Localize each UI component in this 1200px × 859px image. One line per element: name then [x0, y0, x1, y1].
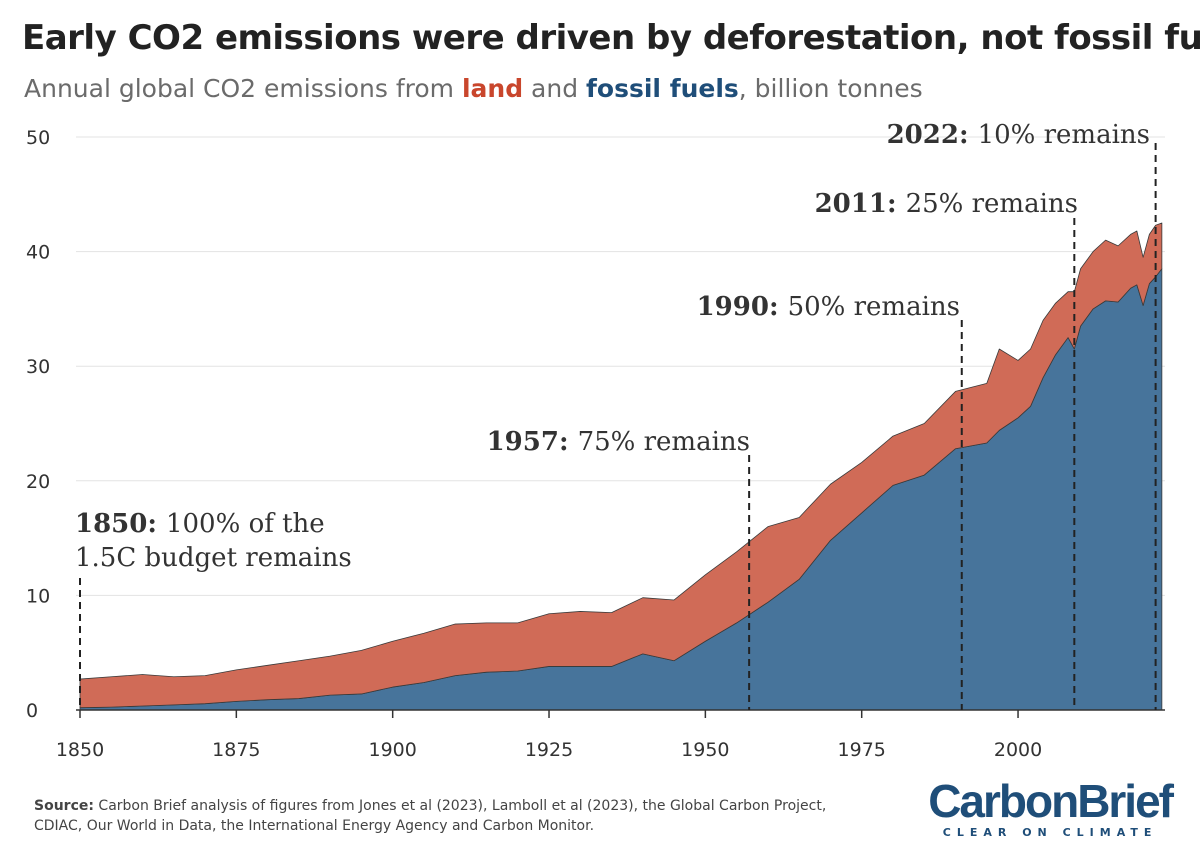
- x-tick-label: 1975: [838, 739, 886, 761]
- annotation-detail: 10% remains: [978, 120, 1150, 150]
- annotation-year: 2011:: [815, 189, 897, 219]
- x-tick-label: 1850: [56, 739, 104, 761]
- annotation-text: 2011: 25% remains: [815, 189, 1078, 219]
- logo: CarbonBrief CLEAR ON CLIMATE: [928, 775, 1174, 839]
- chart-title: Early CO2 emissions were driven by defor…: [22, 18, 1200, 58]
- annotation-year: 1850:: [75, 509, 157, 539]
- annotation-text: 1850: 100% of the: [75, 509, 325, 539]
- x-tick-label: 1950: [681, 739, 729, 761]
- subtitle-text: , billion tonnes: [738, 74, 923, 103]
- annotation-text: 1.5C budget remains: [75, 543, 352, 573]
- source-text: Carbon Brief analysis of figures from Jo…: [34, 798, 827, 834]
- y-tick-label: 50: [26, 127, 50, 149]
- logo-tagline: CLEAR ON CLIMATE: [942, 826, 1158, 839]
- annotation-detail: 100% of the: [166, 509, 325, 539]
- annotation-detail: 50% remains: [788, 292, 960, 322]
- x-tick-label: 1875: [212, 739, 260, 761]
- y-tick-label: 40: [26, 242, 50, 264]
- annotation-text: 1990: 50% remains: [697, 292, 960, 322]
- annotation-detail: 25% remains: [906, 189, 1078, 219]
- x-tick-label: 1925: [525, 739, 573, 761]
- y-tick-label: 10: [26, 585, 50, 607]
- chart-subtitle: Annual global CO2 emissions from land an…: [24, 74, 923, 103]
- annotation-text: 1957: 75% remains: [487, 427, 750, 457]
- annotation-text: 2022: 10% remains: [887, 120, 1150, 150]
- subtitle-text: and: [531, 74, 579, 103]
- y-tick-label: 20: [26, 471, 50, 493]
- x-tick-label: 1900: [369, 739, 417, 761]
- source-label: Source:: [34, 798, 94, 814]
- legend-entry: fossil fuels: [586, 74, 739, 103]
- y-tick-label: 0: [26, 700, 38, 722]
- annotation-year: 1990:: [697, 292, 779, 322]
- annotation-year: 2022:: [887, 120, 969, 150]
- legend-entry: land: [461, 74, 524, 103]
- annotation-detail: 75% remains: [578, 427, 750, 457]
- annotation-year: 1957:: [487, 427, 569, 457]
- logo-name: CarbonBrief: [928, 775, 1174, 827]
- subtitle-text: Annual global CO2 emissions from: [24, 74, 454, 103]
- x-tick-label: 2000: [994, 739, 1042, 761]
- area: [79, 222, 1163, 709]
- y-tick-label: 30: [26, 356, 50, 378]
- source-note: Source: Carbon Brief analysis of figures…: [34, 796, 834, 836]
